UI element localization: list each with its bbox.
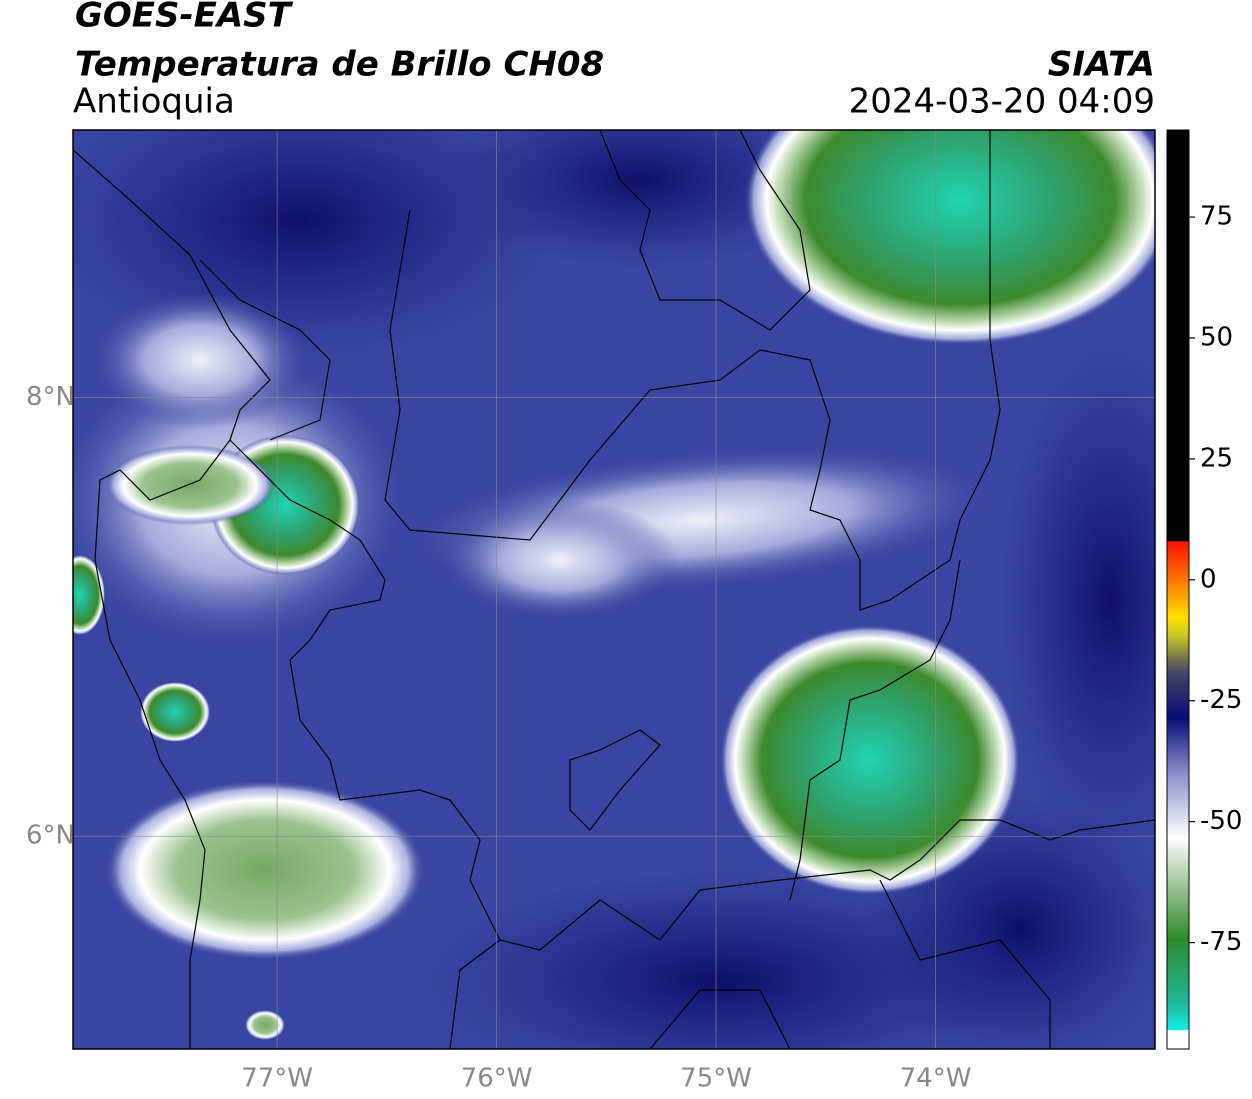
colorbar-tick-label: -50 <box>1200 806 1242 836</box>
x-tick-label: 76°W <box>461 1064 533 1094</box>
x-tick-label: 74°W <box>900 1064 972 1094</box>
x-tick-label: 77°W <box>241 1064 313 1094</box>
colorbar-tick-label: -75 <box>1200 927 1242 957</box>
colorbar-tick-label: 75 <box>1200 202 1233 232</box>
region: Antioquia <box>73 82 235 122</box>
colorbar-tick-label: 25 <box>1200 443 1233 473</box>
y-tick-label: 8°N <box>26 382 75 412</box>
title: GOES-EAST <box>75 0 294 36</box>
colorbar-tick-label: -25 <box>1200 685 1242 715</box>
datetime: 2024-03-20 04:09 <box>849 82 1155 122</box>
x-tick-label: 75°W <box>680 1064 752 1094</box>
colorbar-tick-label: 50 <box>1200 322 1233 352</box>
map-imagery <box>73 130 1155 1049</box>
colorbar-tick-label: 0 <box>1200 564 1217 594</box>
colorbar <box>1166 129 1190 1050</box>
map-frame <box>72 129 1156 1050</box>
y-tick-label: 6°N <box>26 821 75 851</box>
subtitle: Temperatura de Brillo CH08 <box>75 45 604 85</box>
source: SIATA <box>1048 45 1155 85</box>
